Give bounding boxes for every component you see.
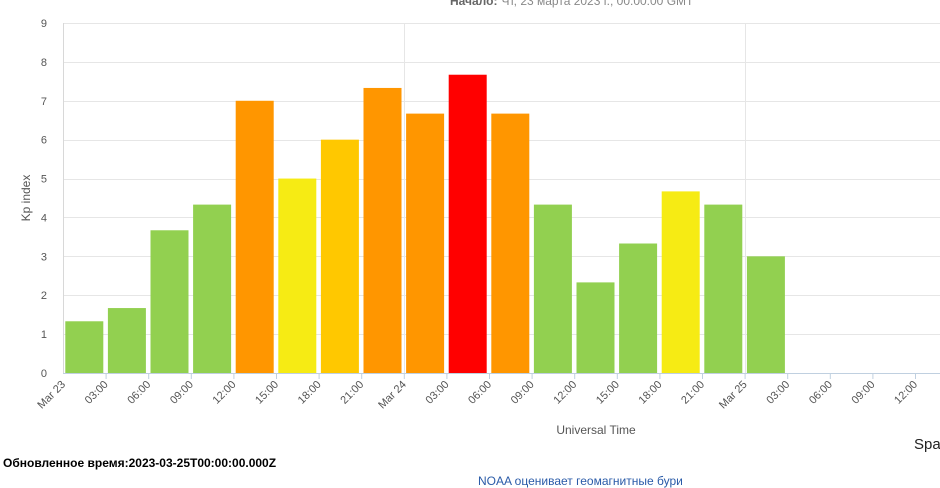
x-tick-label: 18:00 [296,379,324,407]
x-tick-label: 18:00 [637,379,665,407]
kp-bar[interactable] [661,191,700,373]
y-tick-label: 7 [41,96,47,108]
kp-bar[interactable] [193,204,232,373]
x-tick-label: Mar 24 [376,379,409,412]
x-tick-label: Mar 25 [717,379,750,412]
y-tick-label: 1 [41,329,47,341]
y-axis-title: Kp index [19,175,33,222]
bars [65,74,785,374]
updated-time: Обновленное время:2023-03-25T00:00:00.00… [3,456,277,470]
y-tick-label: 0 [41,368,47,380]
x-tick-label: 12:00 [211,379,239,407]
x-tick-label: 21:00 [679,379,707,407]
kp-bar[interactable] [746,256,785,373]
x-tick-label: 03:00 [424,379,452,407]
kp-bar[interactable] [150,230,189,373]
x-tick-label: 15:00 [253,379,281,407]
kp-bar[interactable] [491,113,530,373]
x-tick-label: 21:00 [338,379,366,407]
kp-bar[interactable] [363,87,402,373]
x-tick-label: 15:00 [594,379,622,407]
x-tick-label: 09:00 [509,379,537,407]
y-tick-label: 8 [41,57,47,69]
kp-bar[interactable] [704,204,743,373]
kp-bar[interactable] [576,282,615,373]
brand-text: Spa [914,436,940,453]
y-tick-label: 3 [41,251,47,263]
x-tick-label: 12:00 [892,379,920,407]
start-label: Начало: [450,0,497,8]
kp-bar[interactable] [406,113,445,373]
start-value: Чт, 23 марта 2023 г., 00:00:00 GMT [501,0,694,8]
kp-bar[interactable] [107,308,146,373]
y-tick-label: 9 [41,18,47,30]
x-tick-label: 03:00 [764,379,792,407]
x-tick-label: 12:00 [551,379,579,407]
x-tick-label: 06:00 [807,379,835,407]
kp-bar[interactable] [320,139,359,373]
x-tick-label: 09:00 [168,379,196,407]
kp-bar[interactable] [278,178,317,373]
x-tick-label: 09:00 [850,379,878,407]
x-tick-label: Mar 23 [35,379,68,412]
y-tick-label: 4 [41,212,47,224]
kp-bar[interactable] [235,100,274,374]
x-tick-label: 03:00 [83,379,111,407]
y-tick-label: 2 [41,290,47,302]
kp-bar[interactable] [533,204,572,373]
kp-bar[interactable] [448,74,487,373]
kp-bar[interactable] [65,321,104,373]
noaa-storm-link[interactable]: NOAA оценивает геомагнитные бури [478,474,683,488]
kp-bar[interactable] [619,243,658,374]
x-axis-title: Universal Time [556,423,636,437]
y-tick-label: 6 [41,135,47,147]
x-tick-label: 06:00 [125,379,153,407]
y-tick-label: 5 [41,174,47,186]
chart-subtitle: Начало: Чт, 23 марта 2023 г., 00:00:00 GM… [450,0,694,8]
x-tick-label: 06:00 [466,379,494,407]
